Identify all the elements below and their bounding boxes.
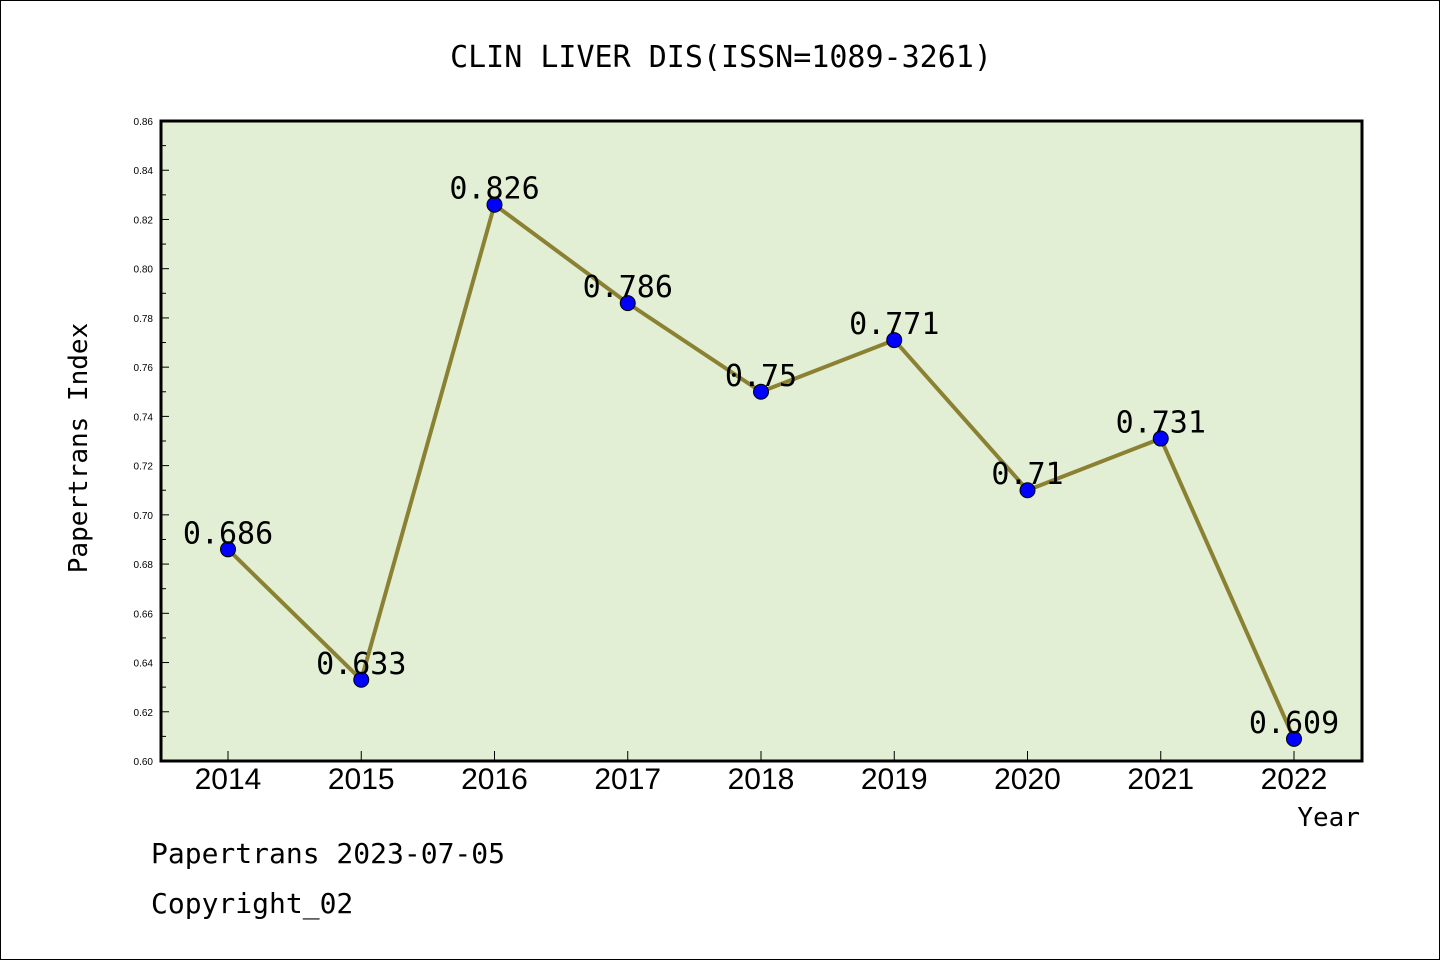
data-point bbox=[753, 383, 769, 400]
x-axis-label: Year bbox=[1297, 803, 1360, 833]
data-label: 0.771 bbox=[849, 307, 939, 342]
data-point bbox=[1019, 482, 1036, 499]
y-tick-label: 0.86 bbox=[134, 117, 154, 128]
x-axis: 2014 2015 2016 2017 2018 2019 2020 2021 2022 bbox=[195, 751, 1328, 796]
x-tick-label: 2018 bbox=[728, 763, 795, 796]
data-point bbox=[886, 332, 903, 349]
data-point bbox=[353, 671, 370, 688]
series-line: 0.686 0.633 0.826 0.786 0.75 0.771 0.71 0.731 0.… bbox=[183, 172, 1339, 747]
y-tick-label: 0.68 bbox=[134, 560, 154, 571]
x-tick-label: 2014 bbox=[195, 763, 262, 796]
data-point bbox=[619, 295, 636, 312]
y-tick-label: 0.60 bbox=[134, 757, 154, 768]
y-tick-label: 0.70 bbox=[134, 511, 154, 522]
y-axis: 0.60 0.62 0.64 0.66 0.68 0.70 0.72 0.74 0.76 0.78… bbox=[134, 117, 169, 768]
y-tick-label: 0.84 bbox=[134, 166, 154, 177]
x-tick-label: 2020 bbox=[994, 763, 1061, 796]
y-tick-label: 0.78 bbox=[134, 314, 154, 325]
x-tick-label: 2022 bbox=[1261, 763, 1328, 796]
y-tick-label: 0.72 bbox=[134, 462, 154, 473]
x-tick-label: 2017 bbox=[594, 763, 661, 796]
data-label: 0.75 bbox=[725, 359, 797, 394]
data-point bbox=[1152, 430, 1169, 447]
footer-copyright: Copyright_02 bbox=[151, 887, 354, 920]
y-tick-label: 0.80 bbox=[134, 265, 154, 276]
data-label: 0.71 bbox=[991, 457, 1063, 492]
data-label: 0.786 bbox=[583, 270, 673, 305]
data-point bbox=[220, 541, 236, 558]
y-tick-label: 0.62 bbox=[134, 708, 154, 719]
data-point bbox=[486, 196, 503, 213]
data-point bbox=[1286, 730, 1302, 747]
data-label: 0.633 bbox=[316, 647, 406, 682]
data-label: 0.731 bbox=[1116, 406, 1206, 441]
footer-date: Papertrans 2023-07-05 bbox=[151, 837, 506, 870]
data-label: 0.686 bbox=[183, 516, 273, 551]
x-tick-label: 2019 bbox=[861, 763, 928, 796]
x-tick-label: 2016 bbox=[461, 763, 528, 796]
data-label: 0.826 bbox=[449, 172, 539, 207]
y-axis-label: Papertrans Index bbox=[64, 323, 94, 573]
y-tick-label: 0.82 bbox=[134, 215, 154, 226]
data-label: 0.609 bbox=[1249, 706, 1339, 741]
x-tick-label: 2021 bbox=[1127, 763, 1194, 796]
y-tick-label: 0.64 bbox=[134, 659, 154, 670]
chart-title: CLIN LIVER DIS(ISSN=1089-3261) bbox=[450, 40, 992, 75]
y-tick-label: 0.74 bbox=[134, 412, 154, 423]
y-tick-label: 0.66 bbox=[134, 609, 154, 620]
x-tick-label: 2015 bbox=[328, 763, 395, 796]
y-tick-label: 0.76 bbox=[134, 363, 154, 374]
